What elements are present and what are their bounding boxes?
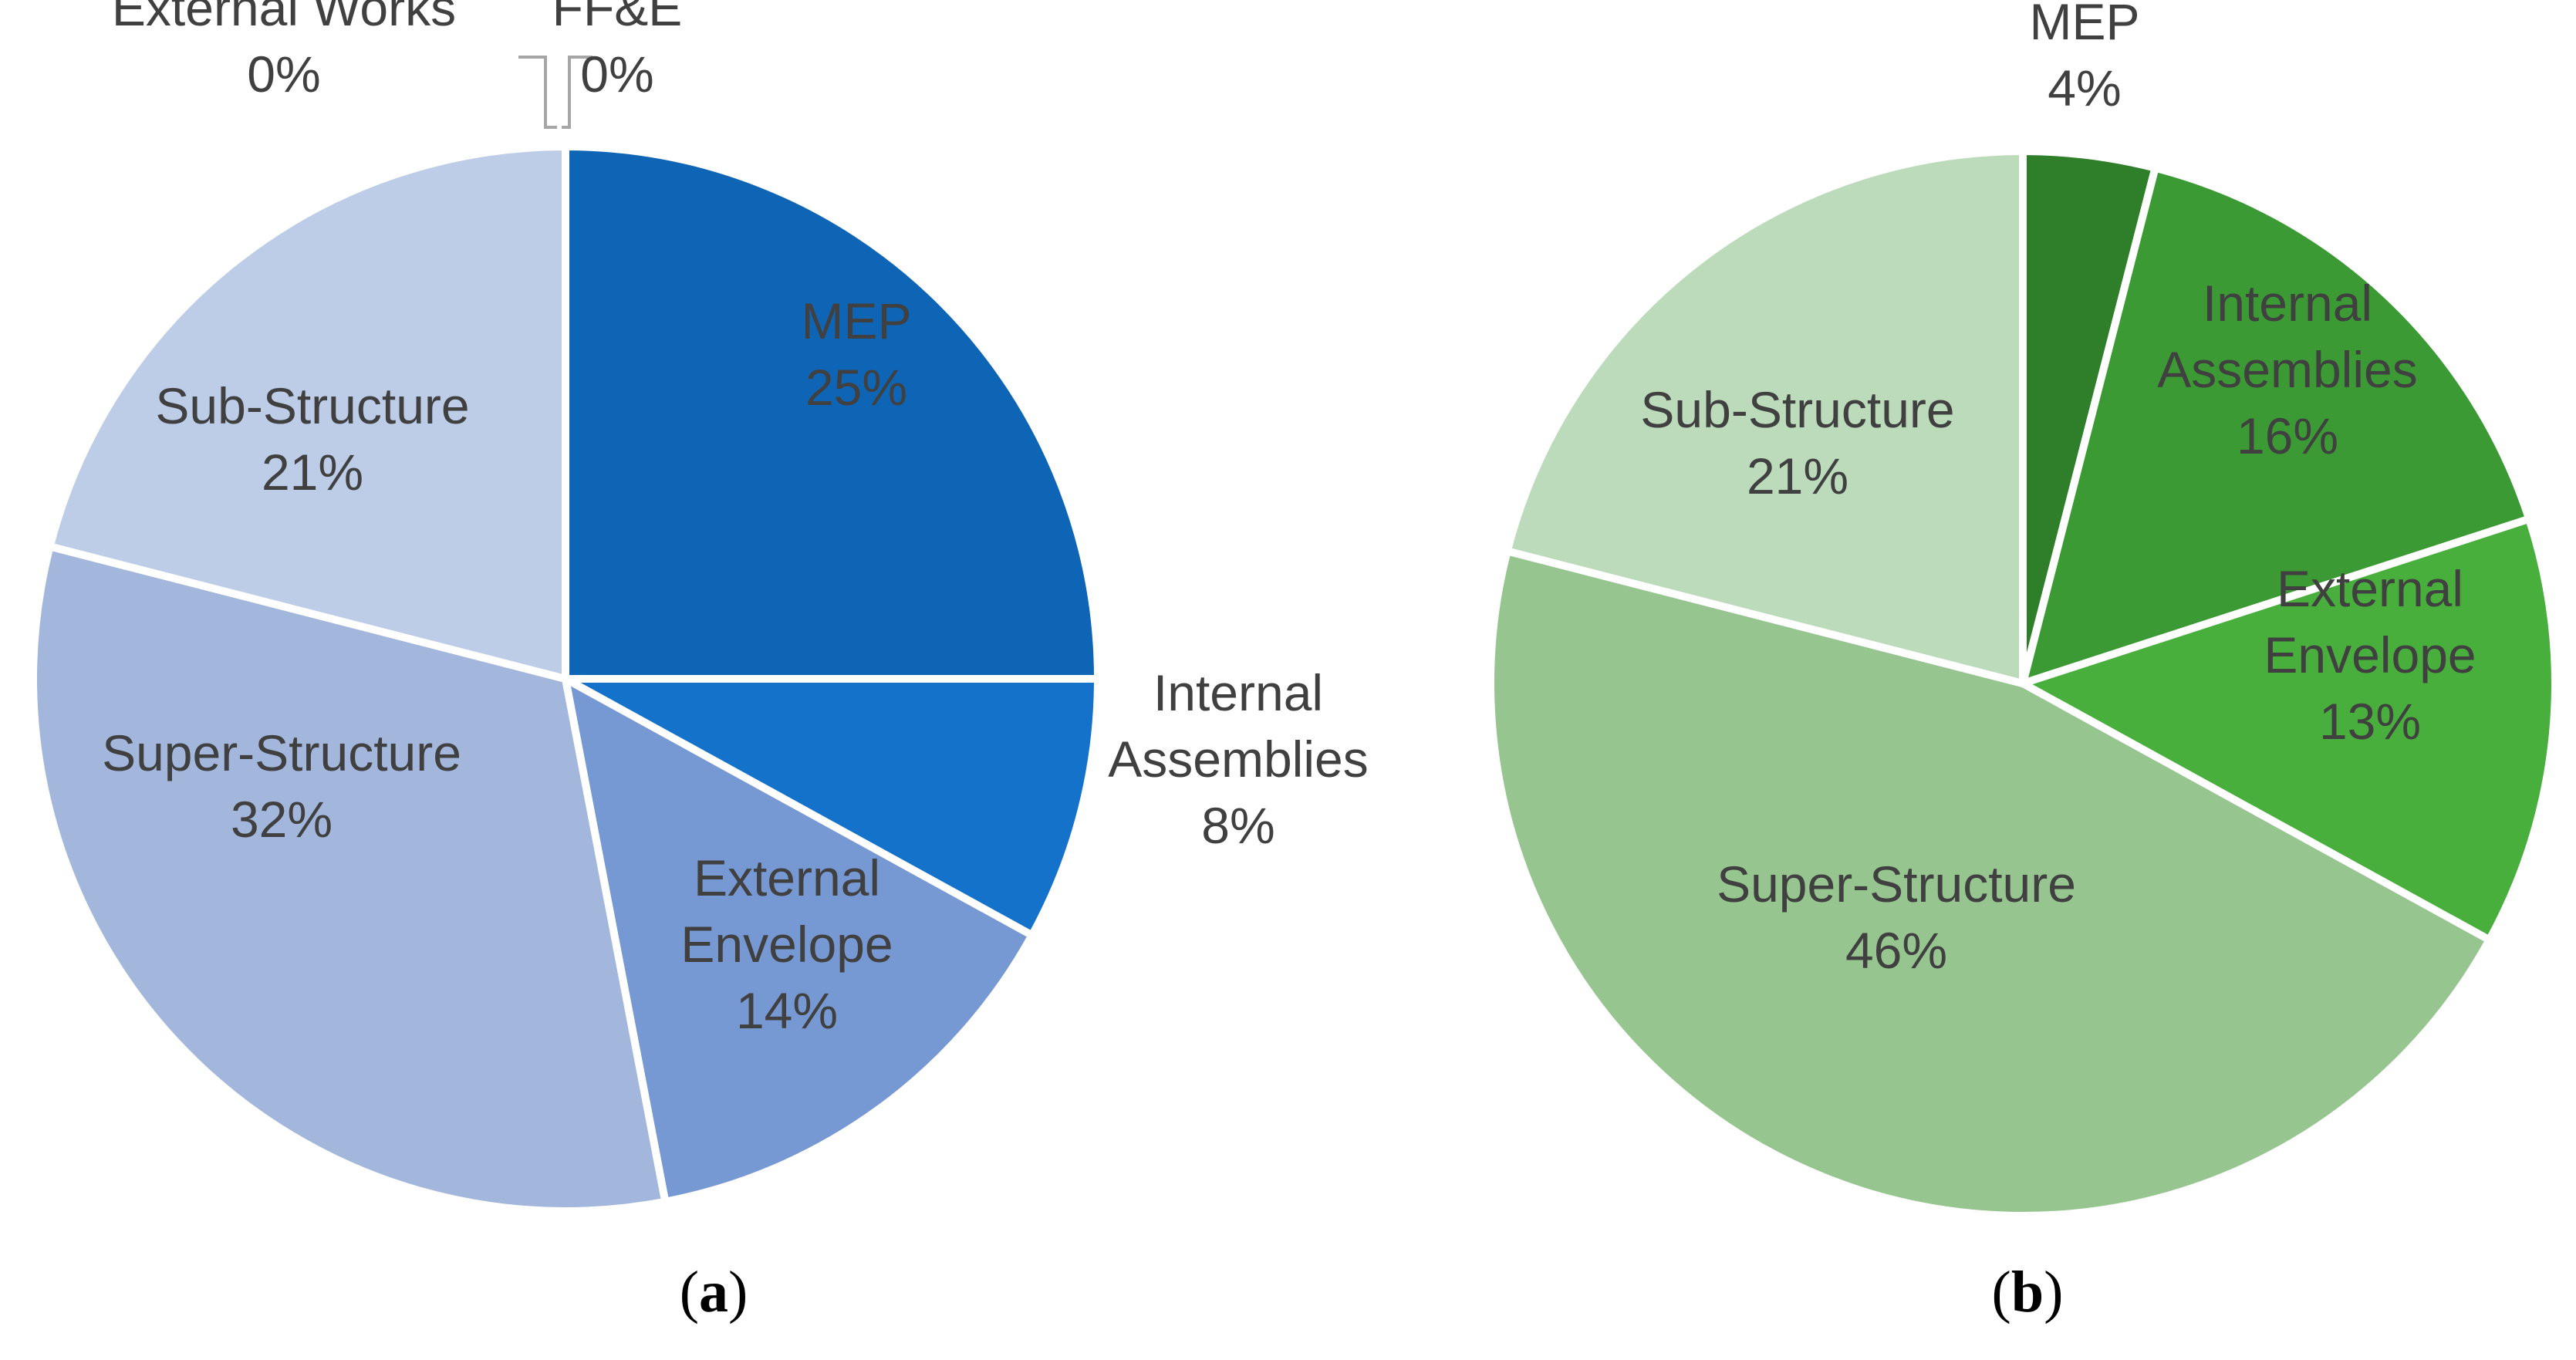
pie-b-slice-sub-structure xyxy=(1502,147,2027,689)
pie-b-label-internal-assemblies: Internal Assemblies 16% xyxy=(2157,275,2417,464)
caption-b-letter: b xyxy=(2010,1260,2044,1325)
pie-chart-b: MEP 4% Internal Assemblies 16% External Envelo… xyxy=(1487,0,2559,1220)
pie-a-leader-external-works xyxy=(518,56,557,129)
pie-b-slice-internal-assemblies xyxy=(2017,163,2534,690)
pie-a-label-external-works: External Works 0% xyxy=(112,0,456,103)
pie-a-slice-internal-assemblies xyxy=(563,675,1102,941)
pie-a-label-sub-structure: Sub-Structure 21% xyxy=(155,377,469,501)
pie-chart-a: MEP 25% Internal Assemblies 8% External Envelo… xyxy=(29,0,1369,1216)
pie-a-label-external-envelope: External Envelope 14% xyxy=(680,849,893,1039)
pie-a-slice-sub-structure xyxy=(45,142,569,684)
pie-a-label-super-structure: Super-Structure 32% xyxy=(102,724,461,848)
pie-a-slice-external-envelope xyxy=(560,671,1038,1206)
pie-a-slice-super-structure xyxy=(29,542,670,1216)
pie-a-leader-ffande xyxy=(562,56,593,129)
pie-a-label-mep: MEP 25% xyxy=(801,292,911,416)
pie-b-label-super-structure: Super-Structure 46% xyxy=(1717,855,2076,979)
pie-b-slice-external-envelope xyxy=(2013,514,2559,946)
caption-a-letter: a xyxy=(699,1260,728,1325)
caption-a: (a) xyxy=(679,1260,748,1325)
pie-a-label-ffande: FF&E 0% xyxy=(552,0,683,103)
pie-b-slice-super-structure xyxy=(1487,546,2495,1220)
caption-b: (b) xyxy=(1991,1260,2064,1325)
pie-a-slice-mep xyxy=(562,142,1102,683)
pie-b-label-mep: MEP 4% xyxy=(2029,0,2139,116)
pie-a-label-internal-assemblies: Internal Assemblies 8% xyxy=(1108,664,1368,854)
pie-b-label-sub-structure: Sub-Structure 21% xyxy=(1640,381,1954,505)
pie-b-label-external-envelope: External Envelope 13% xyxy=(2264,560,2476,750)
